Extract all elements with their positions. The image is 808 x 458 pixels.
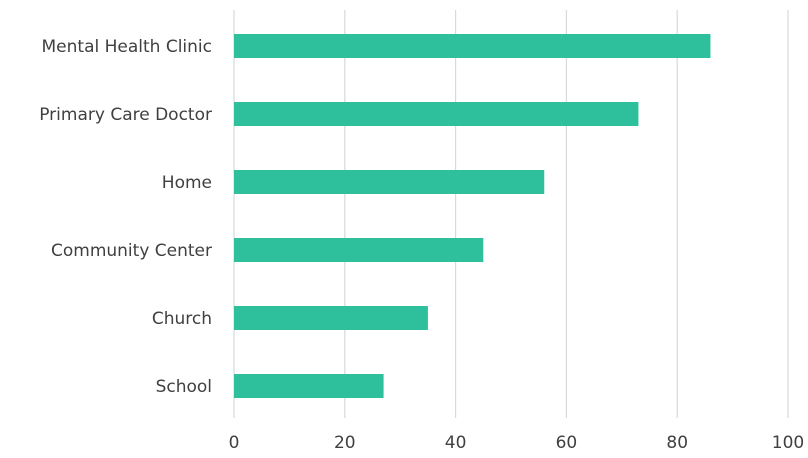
x-axis-tick-labels: 0 20 40 60 80 100 [229, 433, 805, 453]
x-tick-label-100: 100 [772, 433, 804, 453]
category-labels: Mental Health Clinic Primary Care Doctor H… [39, 37, 212, 397]
category-label-primary-care-doctor: Primary Care Doctor [39, 105, 212, 125]
category-label-mental-health-clinic: Mental Health Clinic [42, 37, 213, 57]
bar-primary-care-doctor [234, 102, 639, 126]
bar-school [234, 374, 384, 398]
bars [234, 34, 711, 398]
category-label-community-center: Community Center [51, 241, 212, 261]
x-tick-label-80: 80 [666, 433, 688, 453]
bar-community-center [234, 238, 484, 262]
bar-home [234, 170, 545, 194]
x-tick-label-0: 0 [229, 433, 240, 453]
x-tick-label-60: 60 [556, 433, 578, 453]
category-label-school: School [156, 377, 212, 397]
gridlines [233, 10, 789, 418]
category-label-home: Home [162, 173, 212, 193]
x-tick-label-40: 40 [445, 433, 467, 453]
bar-mental-health-clinic [234, 34, 711, 58]
bar-church [234, 306, 428, 330]
category-label-church: Church [152, 309, 212, 329]
x-tick-label-20: 20 [334, 433, 356, 453]
